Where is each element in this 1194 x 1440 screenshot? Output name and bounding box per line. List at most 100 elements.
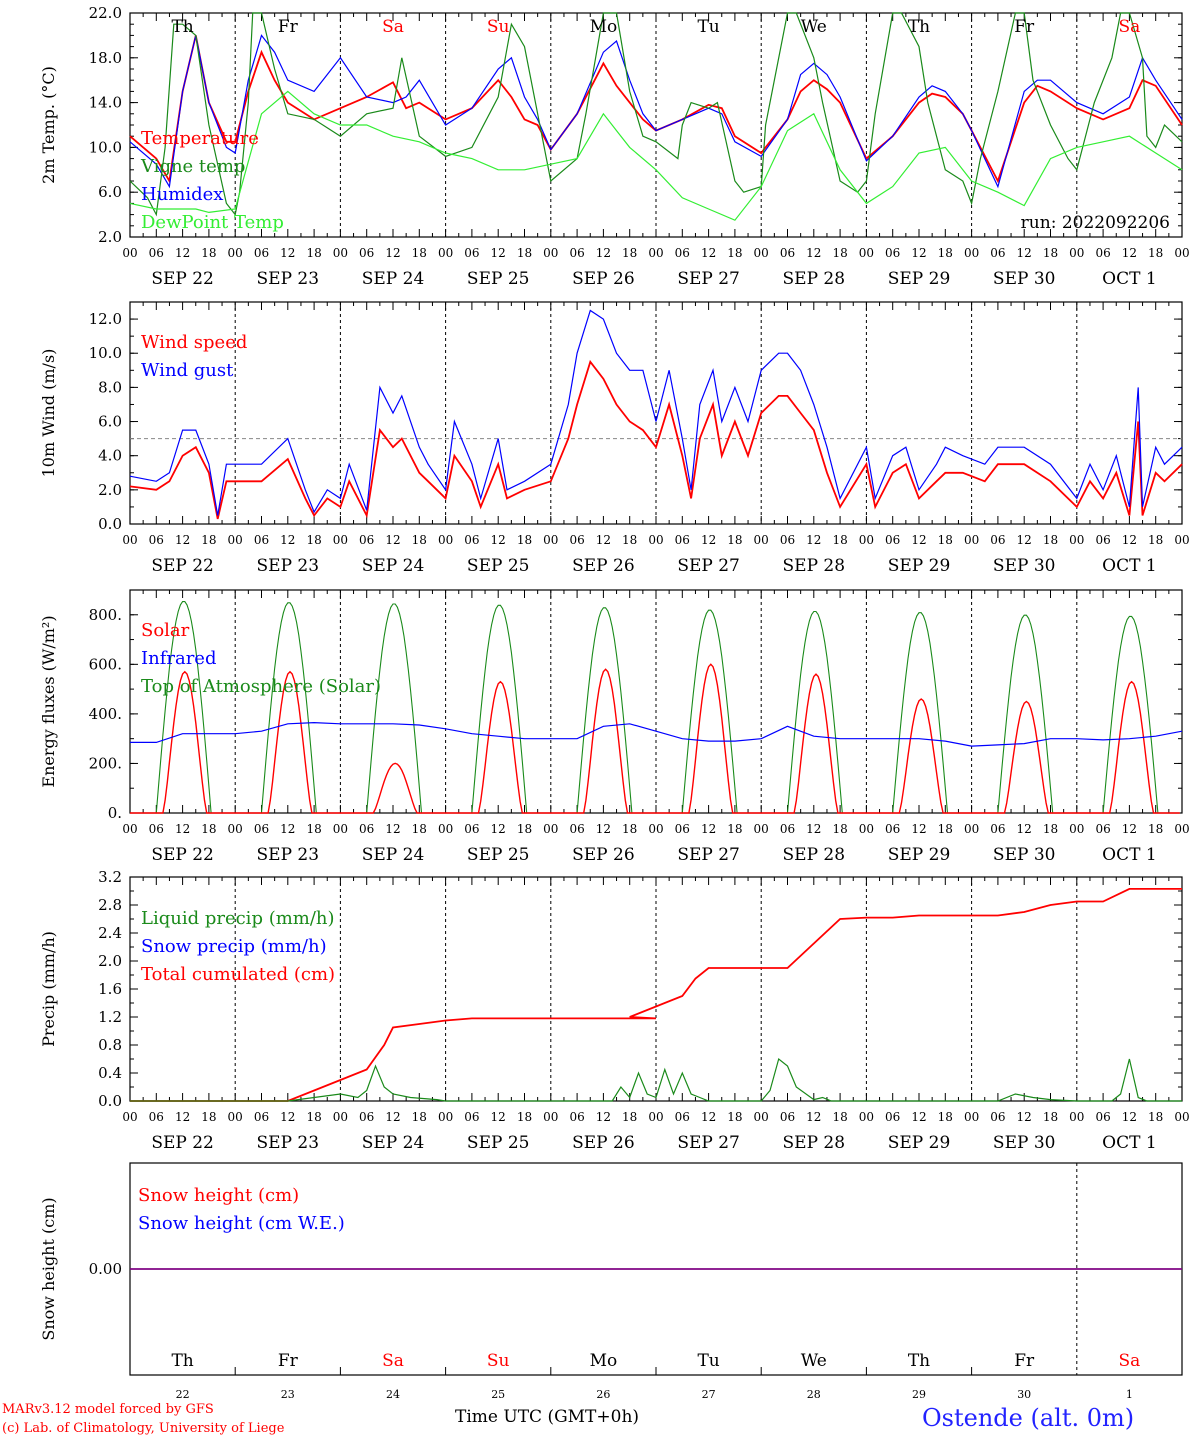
hour-tick-label: 18 [412,822,427,836]
hour-tick-label: 18 [622,822,637,836]
date-label: SEP 30 [993,269,1056,289]
hour-tick-label: 06 [885,533,900,547]
y-axis-label-precip: Precip (mm/h) [39,931,58,1047]
hour-tick-label: 00 [438,1110,453,1124]
hour-tick-label: 06 [149,533,164,547]
hour-tick-label: 06 [569,1110,584,1124]
weekday-label-top: Sa [1119,17,1141,37]
hour-tick-label: 12 [1017,822,1032,836]
legend-entry: Snow precip (mm/h) [141,936,327,957]
hour-tick-label: 12 [596,822,611,836]
hour-tick-label: 12 [911,533,926,547]
y-tick-label: 6.0 [98,183,122,201]
hour-tick-label: 18 [1043,246,1058,260]
date-label: OCT 1 [1102,845,1157,865]
footer-lab-credit: (c) Lab. of Climatology, University of L… [2,1421,285,1436]
hour-tick-label: 00 [122,822,137,836]
hour-tick-label: 18 [1148,533,1163,547]
hour-tick-label: 06 [1095,822,1110,836]
panel-frame [129,12,1183,238]
legend-entry: Liquid precip (mm/h) [141,908,335,929]
hour-tick-label: 00 [1069,1110,1084,1124]
series-wind-speed [129,359,1183,520]
hour-tick-label: 12 [806,1110,821,1124]
weekday-label-bottom: Sa [1119,1351,1141,1371]
weekday-label-top: Fr [1014,17,1035,37]
hour-tick-label: 18 [517,533,532,547]
hour-tick-label: 18 [306,246,321,260]
hour-tick-label: 12 [1122,533,1137,547]
hour-tick-label: 06 [569,246,584,260]
hour-tick-label: 12 [280,246,295,260]
hour-tick-label: 12 [911,822,926,836]
hour-tick-label: 12 [385,246,400,260]
date-label: OCT 1 [1102,556,1157,576]
day-number-label: 24 [386,1388,400,1401]
hour-tick-label: 06 [780,246,795,260]
hour-tick-label: 12 [701,1110,716,1124]
date-label: SEP 26 [572,556,635,576]
series-infrared [130,721,1183,747]
hour-tick-label: 00 [543,1110,558,1124]
hour-tick-label: 18 [201,246,216,260]
hour-tick-label: 06 [990,1110,1005,1124]
hour-tick-label: 18 [201,1110,216,1124]
series-dewpoint-temp [129,90,1183,221]
date-label: SEP 24 [362,1133,425,1153]
panel-frame [129,589,1183,814]
hour-tick-label: 00 [754,246,769,260]
date-label: SEP 25 [467,556,530,576]
y-tick-label: 0.4 [98,1064,122,1082]
hour-tick-label: 00 [333,1110,348,1124]
weekday-label-top: We [801,17,827,37]
hour-tick-label: 06 [359,533,374,547]
y-tick-label: 2.0 [98,952,122,970]
hour-tick-label: 00 [859,533,874,547]
footer-model-credit: MARv3.12 model forced by GFS [2,1402,214,1417]
date-label: SEP 23 [257,556,320,576]
date-label: SEP 27 [677,269,740,289]
day-number-label: 23 [281,1388,295,1401]
hour-tick-label: 18 [832,822,847,836]
hour-tick-label: 00 [859,1110,874,1124]
y-tick-label: 8.0 [98,378,122,396]
hour-tick-label: 00 [1069,246,1084,260]
day-number-label: 26 [596,1388,610,1401]
hour-tick-label: 00 [964,533,979,547]
legend-entry: Wind speed [141,332,247,353]
hour-tick-label: 00 [122,246,137,260]
date-label: SEP 26 [572,845,635,865]
y-tick-label: 22.0 [89,4,122,22]
series-liquid-precip-mm-h [130,1057,1182,1102]
y-tick-label: 2.4 [98,924,122,942]
weekday-label-bottom: Su [487,1351,510,1371]
hour-tick-label: 18 [622,1110,637,1124]
hour-tick-label: 06 [675,533,690,547]
series-vigne-temp [129,12,1183,217]
hour-tick-label: 18 [201,822,216,836]
hour-tick-label: 00 [543,246,558,260]
y-tick-label: 1.2 [98,1008,122,1026]
weekday-label-bottom: We [801,1351,827,1371]
weekday-label-top: Sa [382,17,404,37]
hour-tick-label: 12 [911,246,926,260]
hour-tick-label: 00 [333,246,348,260]
hour-tick-label: 12 [175,1110,190,1124]
hour-tick-label: 06 [254,1110,269,1124]
y-tick-label: 18.0 [89,49,122,67]
y-tick-label: 12.0 [89,310,122,328]
hour-tick-label: 12 [385,533,400,547]
hour-tick-label: 06 [464,533,479,547]
hour-tick-label: 18 [727,533,742,547]
date-label: SEP 22 [151,845,214,865]
date-label: SEP 24 [362,845,425,865]
hour-tick-label: 18 [412,533,427,547]
date-label: SEP 24 [362,556,425,576]
date-label: SEP 28 [783,1133,846,1153]
legend-entry: Total cumulated (cm) [141,964,335,985]
hour-tick-label: 06 [254,822,269,836]
hour-tick-label: 18 [832,246,847,260]
hour-tick-label: 06 [675,246,690,260]
legend-entry: Wind gust [141,360,234,381]
